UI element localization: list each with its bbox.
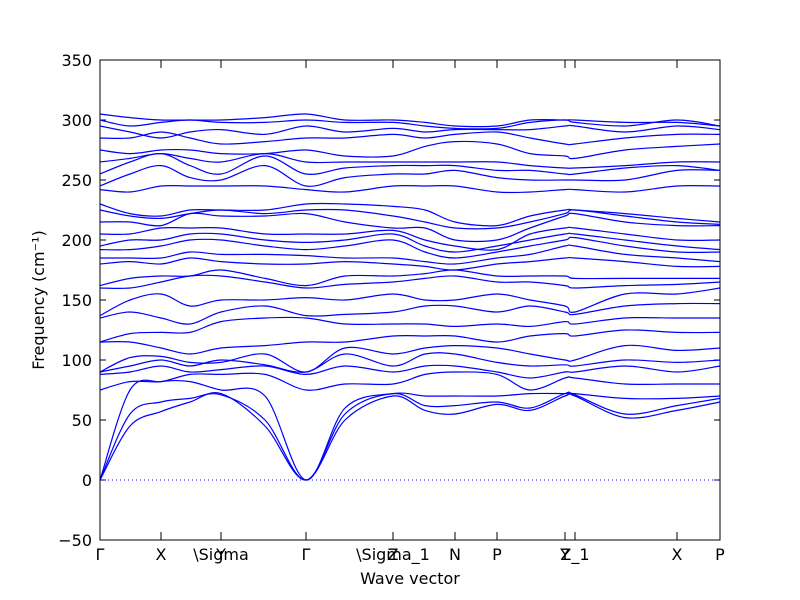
y-tick-label: 100 bbox=[61, 351, 92, 370]
x-tick-label: Y bbox=[559, 545, 570, 564]
band-line bbox=[99, 287, 721, 317]
band-line bbox=[99, 329, 721, 355]
band-line bbox=[99, 352, 721, 373]
x-tick-label: N bbox=[449, 545, 461, 564]
x-tick-label: P bbox=[492, 545, 502, 564]
y-tick-label: 200 bbox=[61, 231, 92, 250]
band-line bbox=[99, 244, 721, 265]
x-axis-label: Wave vector bbox=[360, 569, 460, 588]
band-line bbox=[99, 274, 721, 290]
band-line bbox=[99, 232, 721, 253]
y-axis-label: Frequency (cm⁻¹) bbox=[29, 230, 48, 369]
band-line bbox=[99, 392, 721, 481]
band-line bbox=[99, 236, 721, 259]
x-tick-label: \Sigma_1 bbox=[356, 545, 430, 565]
band-line bbox=[99, 113, 721, 128]
band-line bbox=[99, 256, 721, 271]
x-tick-label: Z_1 bbox=[560, 545, 589, 565]
band-line bbox=[99, 140, 721, 160]
band-line bbox=[99, 152, 721, 169]
band-line bbox=[99, 269, 720, 287]
x-tick-label: Y bbox=[215, 545, 226, 564]
y-tick-label: 250 bbox=[61, 171, 92, 190]
band-line bbox=[99, 344, 721, 373]
band-line bbox=[99, 152, 721, 176]
y-tick-label: 350 bbox=[61, 51, 92, 70]
y-tick-label: 50 bbox=[72, 411, 92, 430]
band-line bbox=[99, 391, 721, 481]
y-tick-label: −50 bbox=[58, 531, 92, 550]
plot-frame bbox=[99, 59, 721, 541]
x-tick-label: \Sigma bbox=[193, 545, 249, 564]
x-tick-label: Γ bbox=[302, 545, 311, 564]
band-line bbox=[99, 164, 721, 187]
y-tick-label: 0 bbox=[82, 471, 92, 490]
band-line bbox=[99, 131, 721, 146]
x-tick-label: X bbox=[672, 545, 683, 564]
band-line bbox=[99, 226, 721, 251]
band-line bbox=[99, 184, 721, 194]
band-line bbox=[99, 208, 721, 230]
x-tick-label: Z bbox=[388, 545, 399, 564]
x-tick-label: Γ bbox=[96, 545, 105, 564]
band-line bbox=[99, 379, 721, 481]
band-line bbox=[99, 364, 721, 379]
band-line bbox=[99, 371, 720, 391]
y-tick-label: 300 bbox=[61, 111, 92, 130]
band-line bbox=[99, 202, 721, 227]
band-line bbox=[99, 124, 721, 139]
x-tick-label: P bbox=[715, 545, 725, 564]
band-line bbox=[99, 302, 721, 325]
x-tick-label: X bbox=[156, 545, 167, 564]
y-tick-label: 150 bbox=[61, 291, 92, 310]
band-line bbox=[99, 212, 721, 243]
band-line bbox=[99, 316, 720, 343]
